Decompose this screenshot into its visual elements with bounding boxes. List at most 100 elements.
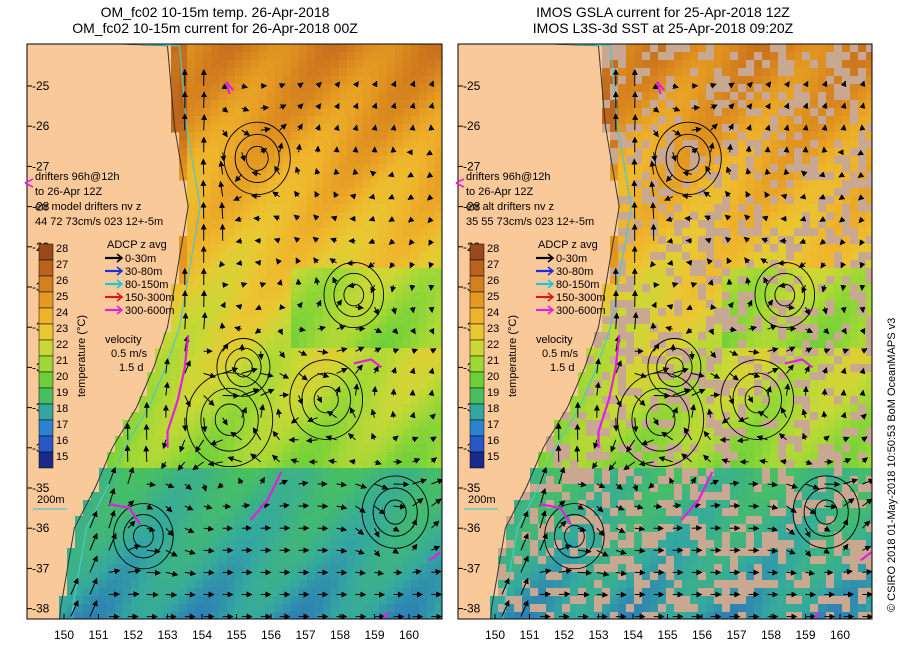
right-drifter-track: [680, 471, 714, 521]
left-colorbar-tick: 24: [56, 307, 68, 319]
right-eddy-streamline: [764, 272, 806, 318]
left-velocity-arrow: [127, 520, 136, 529]
right-eddy-streamline: [774, 283, 796, 307]
left-velocity-arrow: [390, 102, 397, 109]
left-velocity-arrow: [355, 483, 368, 489]
right-velocity-arrow: [615, 395, 622, 408]
right-velocity-arrow: [652, 129, 659, 138]
left-velocity-arrow: [390, 284, 397, 293]
right-velocity-arrow: [738, 416, 749, 423]
right-velocity-arrow: [704, 237, 712, 244]
left-velocity-arrow: [165, 505, 173, 513]
left-velocity-arrow: [390, 367, 397, 374]
left-velocity-arrow: [333, 191, 340, 199]
right-velocity-arrow: [558, 466, 566, 485]
left-velocity-arrow: [279, 502, 290, 509]
left-lon-label: 160: [399, 628, 419, 642]
right-velocity-arrow: [804, 365, 810, 374]
left-velocity-arrow: [412, 458, 421, 464]
left-velocity-arrow: [184, 504, 194, 511]
right-colorbar-swatch: [469, 451, 485, 469]
right-velocity-arrow: [761, 237, 768, 244]
left-colorbar-swatch: [38, 323, 54, 341]
right-velocity-arrow: [745, 277, 752, 286]
right-adcp-legend-label: 30-80m: [556, 266, 593, 278]
right-velocity-arrow: [841, 327, 847, 335]
right-velocity-arrow: [783, 124, 790, 131]
right-velocity-arrow: [783, 80, 790, 88]
left-velocity-arrow: [333, 124, 340, 132]
left-velocity-arrow: [355, 505, 366, 513]
left-eddy-streamline: [361, 475, 429, 549]
left-velocity-arrow: [411, 543, 418, 551]
left-velocity-arrow: [352, 80, 359, 88]
right-velocity-arrow: [672, 502, 682, 509]
left-velocity-arrow: [314, 145, 321, 153]
left-colorbar-tick: 16: [56, 435, 68, 447]
right-velocity-arrow: [596, 505, 604, 513]
left-velocity-vectors: [70, 68, 442, 619]
left-velocity-arrow: [330, 215, 338, 222]
right-velocity-arrow: [821, 102, 828, 109]
left-velocity-arrow: [428, 239, 435, 246]
right-drifter-info-3: err alt drifters nv z: [466, 201, 554, 213]
right-lat-label: -36: [463, 521, 481, 535]
left-velocity-arrow: [217, 482, 224, 489]
left-velocity-arrow: [241, 502, 251, 509]
left-drifter-track: [381, 611, 390, 619]
left-velocity-arrow: [279, 479, 289, 486]
left-velocity-arrow: [279, 82, 286, 89]
left-adcp-legend-head: [116, 266, 124, 276]
right-velocity-arrow: [708, 142, 715, 153]
left-velocity-arrow: [259, 403, 266, 418]
right-velocity-arrow: [859, 367, 866, 375]
left-drifter-track: [353, 358, 383, 369]
left-velocity-arrow: [426, 194, 434, 201]
right-velocity-arrow: [596, 570, 610, 577]
left-velocity-arrow: [250, 193, 261, 200]
right-velocity-arrow: [805, 327, 814, 333]
right-eddy-streamline: [720, 359, 795, 440]
right-velocity-arrow: [840, 284, 847, 292]
left-colorbar-tick: 23: [56, 323, 68, 335]
left-velocity-arrow: [373, 365, 379, 374]
left-velocity-arrow: [411, 436, 419, 443]
right-velocity-arrow: [745, 124, 752, 131]
left-velocity-arrow: [295, 278, 302, 286]
right-map-panel: [458, 44, 872, 619]
left-velocity-arrow: [260, 104, 270, 111]
left-velocity-arrow: [374, 483, 389, 490]
right-title-line1: IMOS GSLA current for 25-Apr-2018 12Z: [536, 4, 790, 20]
right-velocity-arrow: [767, 526, 779, 533]
left-velocity-arrow: [387, 193, 395, 200]
right-lon-label: 153: [588, 628, 608, 642]
left-coastline: [59, 44, 189, 619]
right-velocity-arrow: [608, 461, 617, 471]
left-velocity-arrow: [336, 504, 348, 511]
left-velocity-arrow: [355, 527, 365, 536]
left-velocity-arrow: [336, 481, 347, 488]
right-velocity-arrow: [632, 113, 639, 131]
right-lat-label: -28: [463, 200, 481, 214]
left-velocity-arrow: [336, 526, 348, 533]
right-eddy-streamline: [544, 503, 605, 570]
right-velocity-arrow: [710, 479, 720, 486]
left-velocity-arrow: [368, 193, 376, 200]
left-velocity-arrow: [89, 577, 98, 595]
right-velocity-arrow: [634, 525, 646, 532]
left-velocity-arrow: [409, 261, 416, 269]
credit-text: © CSIRO 2018 01-May-2018 10:50:53 BoM Oc…: [886, 317, 898, 612]
left-eddy-streamline: [123, 514, 164, 559]
left-velocity-arrow: [409, 367, 416, 375]
right-velocity-arrow: [744, 257, 751, 264]
right-velocity-arrow: [802, 432, 808, 440]
left-velocity-arrow: [336, 547, 348, 554]
left-velocity-arrow: [371, 102, 378, 110]
right-velocity-arrow: [691, 388, 706, 396]
left-velocity-legend-title: velocity: [105, 334, 142, 346]
right-velocity-arrow: [767, 547, 779, 554]
right-velocity-arrow: [520, 532, 529, 551]
left-velocity-arrow: [368, 238, 375, 244]
right-eddy-streamline: [665, 357, 684, 378]
